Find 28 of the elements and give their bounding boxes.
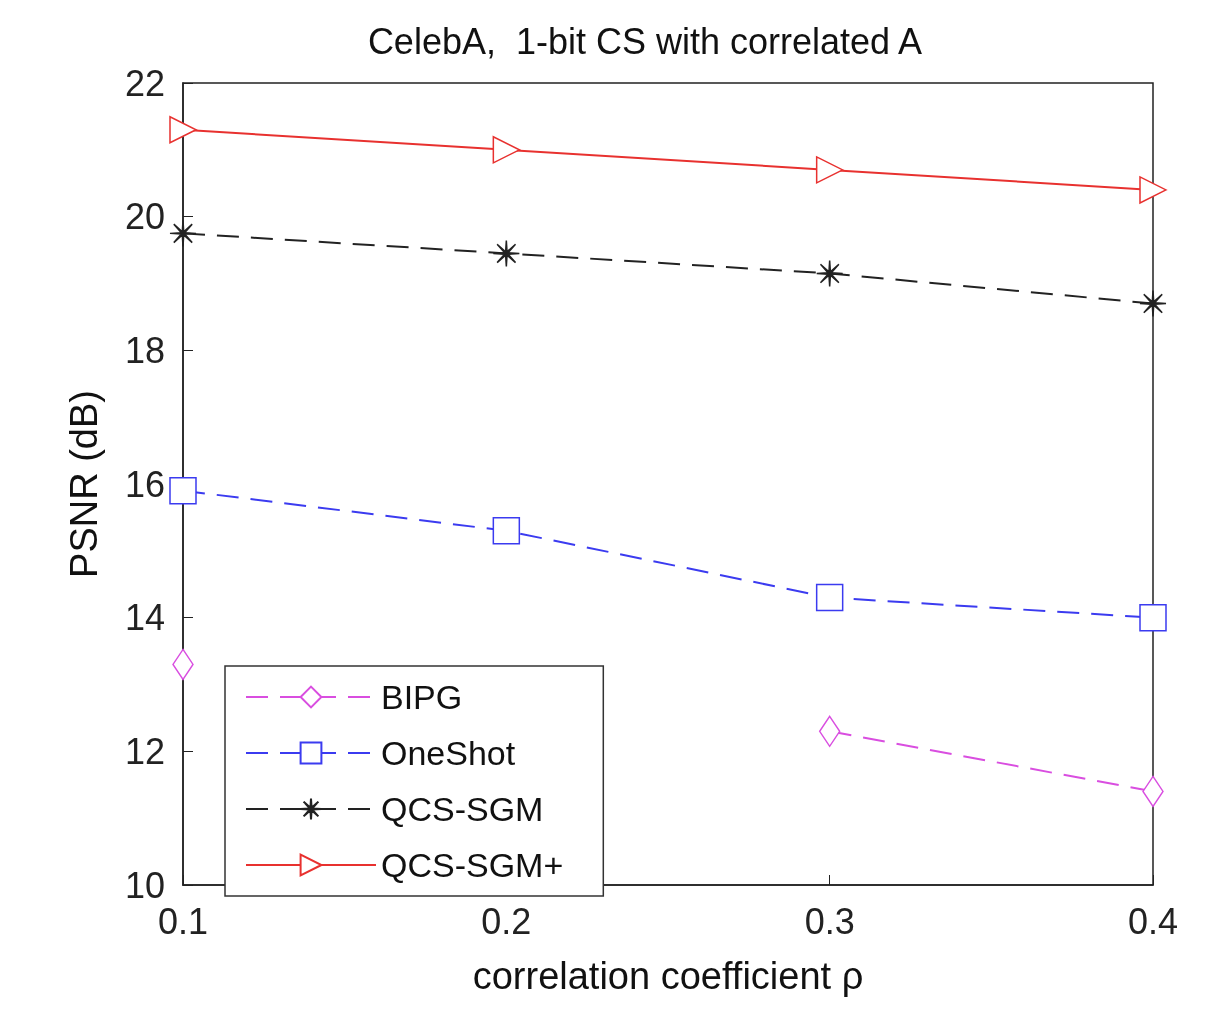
point (815, 156, 844, 184)
point (1139, 603, 1167, 632)
y-tick-label: 22 (124, 62, 165, 104)
y-tick-label: 18 (124, 329, 165, 371)
x-tick-label: 0.3 (804, 900, 855, 942)
y-axis-title: PSNR (dB) (63, 390, 105, 578)
legend-label: OneShot (381, 734, 516, 772)
y-tick-label: 16 (124, 463, 165, 505)
point (169, 476, 197, 505)
legend-label: QCS-SGM (381, 790, 544, 828)
y-tick-label: 12 (124, 730, 165, 772)
y-tick-label: 20 (124, 196, 165, 238)
legend-label: QCS-SGM+ (381, 846, 564, 884)
chart-title: CelebA, 1-bit CS with correlated A (367, 20, 923, 62)
point (492, 136, 521, 164)
point (492, 239, 521, 268)
point (492, 517, 521, 545)
point (169, 116, 197, 144)
point (1139, 176, 1167, 204)
point (1139, 289, 1167, 318)
point (169, 219, 197, 248)
point (815, 259, 844, 288)
x-tick-label: 0.2 (481, 900, 532, 942)
x-axis-title: correlation coefficient ρ (472, 955, 864, 997)
y-tick-label: 14 (124, 597, 165, 639)
legend-label: BIPG (381, 678, 463, 716)
x-tick-label: 0.4 (1127, 900, 1179, 942)
point (815, 583, 844, 612)
